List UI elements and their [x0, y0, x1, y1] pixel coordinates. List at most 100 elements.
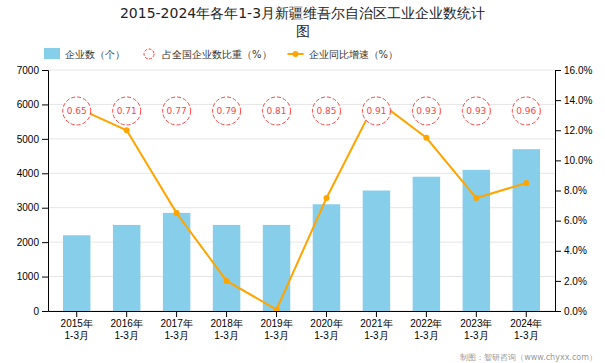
- x-tick-label-line: 1-3月: [514, 330, 538, 341]
- ratio-badge: 0.65: [63, 97, 91, 125]
- y2-tick-label: 4.0%: [564, 245, 587, 256]
- y-tick: 1000: [17, 271, 48, 282]
- x-tick-label-line: 2019年: [260, 318, 292, 329]
- ratio-circle: [362, 97, 390, 125]
- line-point: [174, 210, 180, 216]
- legend: 企业数（个）占全国企业数比重（%）企业同比增速（%）: [44, 48, 398, 60]
- y-tick-label: 7000: [17, 65, 40, 76]
- y2-tick-label: 16.0%: [564, 65, 592, 76]
- y2-tick-mark: [555, 221, 561, 222]
- y2-tick: 14.0%: [555, 95, 592, 106]
- y2-tick: 4.0%: [555, 245, 587, 256]
- x-tick: 2015年1-3月: [61, 311, 93, 341]
- x-tick-label-line: 2018年: [210, 318, 242, 329]
- y-tick-label: 5000: [17, 134, 40, 145]
- y2-axis: 0.0%2.0%4.0%6.0%8.0%10.0%12.0%14.0%16.0%: [555, 65, 592, 317]
- ratio-circle: [512, 97, 540, 125]
- line-point: [124, 127, 130, 133]
- bar: [113, 225, 140, 311]
- ratio-badge: 0.71: [113, 97, 141, 125]
- x-tick-label-line: 2024年: [510, 318, 542, 329]
- x-tick: 2018年1-3月: [210, 311, 242, 341]
- x-tick-mark: [126, 311, 127, 317]
- data-label: 0.93: [416, 106, 436, 116]
- y-tick: 3000: [17, 202, 48, 213]
- grid: [48, 70, 555, 311]
- x-tick-label: 2015年1-3月: [61, 318, 93, 341]
- y2-tick: 0.0%: [555, 306, 587, 317]
- bar: [413, 177, 440, 311]
- legend-swatch: [44, 48, 60, 59]
- line: [77, 100, 527, 309]
- x-tick-mark: [376, 311, 377, 317]
- x-tick-label: 2020年1-3月: [310, 318, 342, 341]
- ratio-circle: [412, 97, 440, 125]
- y-tick: 6000: [17, 99, 48, 110]
- ratio-badge: 0.93: [412, 97, 440, 125]
- data-label: 0.91: [366, 106, 386, 116]
- x-tick: 2020年1-3月: [310, 311, 342, 341]
- y2-tick-mark: [555, 191, 561, 192]
- x-tick: 2021年1-3月: [360, 311, 392, 341]
- data-label: 0.65: [67, 106, 87, 116]
- chart-svg: 2015-2024年各年1-3月新疆维吾尔自治区工业企业数统计图01000200…: [0, 0, 605, 363]
- x-axis: 2015年1-3月2016年1-3月2017年1-3月2018年1-3月2019…: [49, 311, 556, 341]
- legend-label: 占全国企业数比重（%）: [162, 49, 272, 60]
- y-tick-label: 6000: [17, 99, 40, 110]
- y2-tick: 16.0%: [555, 65, 592, 76]
- y-tick-mark: [42, 277, 48, 278]
- x-tick: 2017年1-3月: [160, 311, 192, 341]
- x-tick-label: 2019年1-3月: [260, 318, 292, 341]
- title: 2015-2024年各年1-3月新疆维吾尔自治区工业企业数统计: [120, 5, 485, 21]
- x-tick: 2024年1-3月: [510, 311, 542, 341]
- y2-tick-mark: [555, 311, 561, 312]
- y2-tick-label: 2.0%: [564, 276, 587, 287]
- x-tick-label-line: 1-3月: [264, 330, 288, 341]
- y2-tick-mark: [555, 251, 561, 252]
- footer: 制图：智研咨询（www.chyxx.com）: [460, 353, 597, 362]
- grid-line: [48, 70, 555, 71]
- bar: [463, 170, 490, 311]
- y-tick: 7000: [17, 65, 48, 76]
- y2-tick-label: 14.0%: [564, 95, 592, 106]
- y-tick-label: 3000: [17, 202, 40, 213]
- legend-label: 企业数（个）: [65, 49, 125, 60]
- y-axis: 01000200030004000500060007000: [17, 65, 49, 317]
- marks: [63, 97, 540, 311]
- bar: [363, 191, 390, 312]
- y-tick: 0: [33, 306, 48, 317]
- x-tick: 2019年1-3月: [260, 311, 292, 341]
- ratio-badge: 0.93: [462, 97, 490, 125]
- data-label: 0.79: [217, 106, 237, 116]
- x-tick-label-line: 1-3月: [314, 330, 338, 341]
- x-tick-label-line: 2021年: [360, 318, 392, 329]
- y-tick-label: 1000: [17, 271, 40, 282]
- x-tick-mark: [276, 311, 277, 317]
- x-tick-label: 2016年1-3月: [111, 318, 143, 341]
- legend-swatch: [144, 49, 154, 59]
- x-tick-mark: [326, 311, 327, 317]
- y2-tick-label: 10.0%: [564, 155, 592, 166]
- y2-tick-label: 6.0%: [564, 215, 587, 226]
- x-tick-label-line: 2015年: [61, 318, 93, 329]
- y-tick-label: 0: [33, 306, 39, 317]
- x-axis-line: [49, 311, 556, 312]
- x-tick-label-line: 1-3月: [114, 330, 138, 341]
- ratio-badge: 0.96: [512, 97, 540, 125]
- x-tick-label: 2022年1-3月: [410, 318, 442, 341]
- line-point: [323, 195, 329, 201]
- line-point: [473, 195, 479, 201]
- x-tick-mark: [426, 311, 427, 317]
- data-label: 0.81: [267, 106, 287, 116]
- y2-tick: 2.0%: [555, 276, 587, 287]
- x-tick-label-line: 1-3月: [164, 330, 188, 341]
- x-tick-mark: [526, 311, 527, 317]
- y2-tick: 8.0%: [555, 185, 587, 196]
- legend-swatch-marker: [293, 51, 299, 57]
- x-tick-mark: [76, 311, 77, 317]
- y-tick-label: 2000: [17, 237, 40, 248]
- x-tick-label-line: 2022年: [410, 318, 442, 329]
- y-tick-mark: [42, 139, 48, 140]
- x-tick-label: 2017年1-3月: [160, 318, 192, 341]
- ratio-badge: 0.81: [263, 97, 291, 125]
